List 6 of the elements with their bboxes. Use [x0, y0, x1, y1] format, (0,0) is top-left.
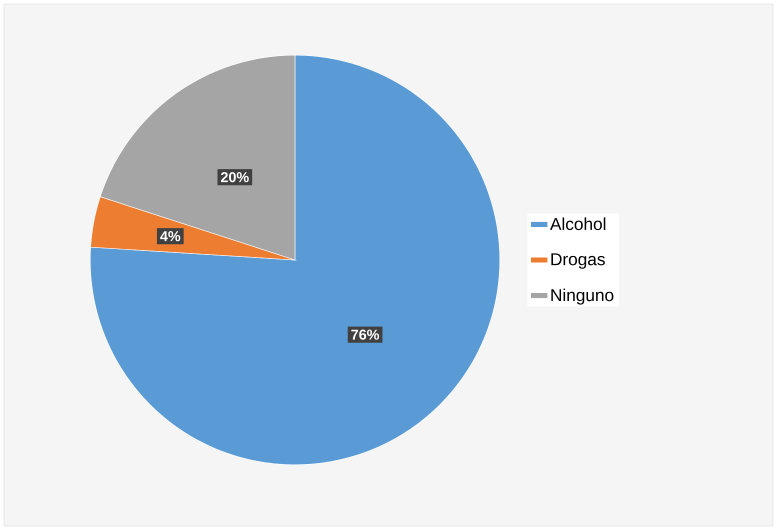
data-label: 76% [351, 330, 380, 340]
legend-label: Alcohol [550, 217, 606, 230]
data-label: 4% [160, 231, 180, 242]
legend-label: Drogas [551, 253, 605, 269]
legend-label: Ninguno [551, 288, 614, 305]
data-label: 20% [220, 172, 249, 182]
